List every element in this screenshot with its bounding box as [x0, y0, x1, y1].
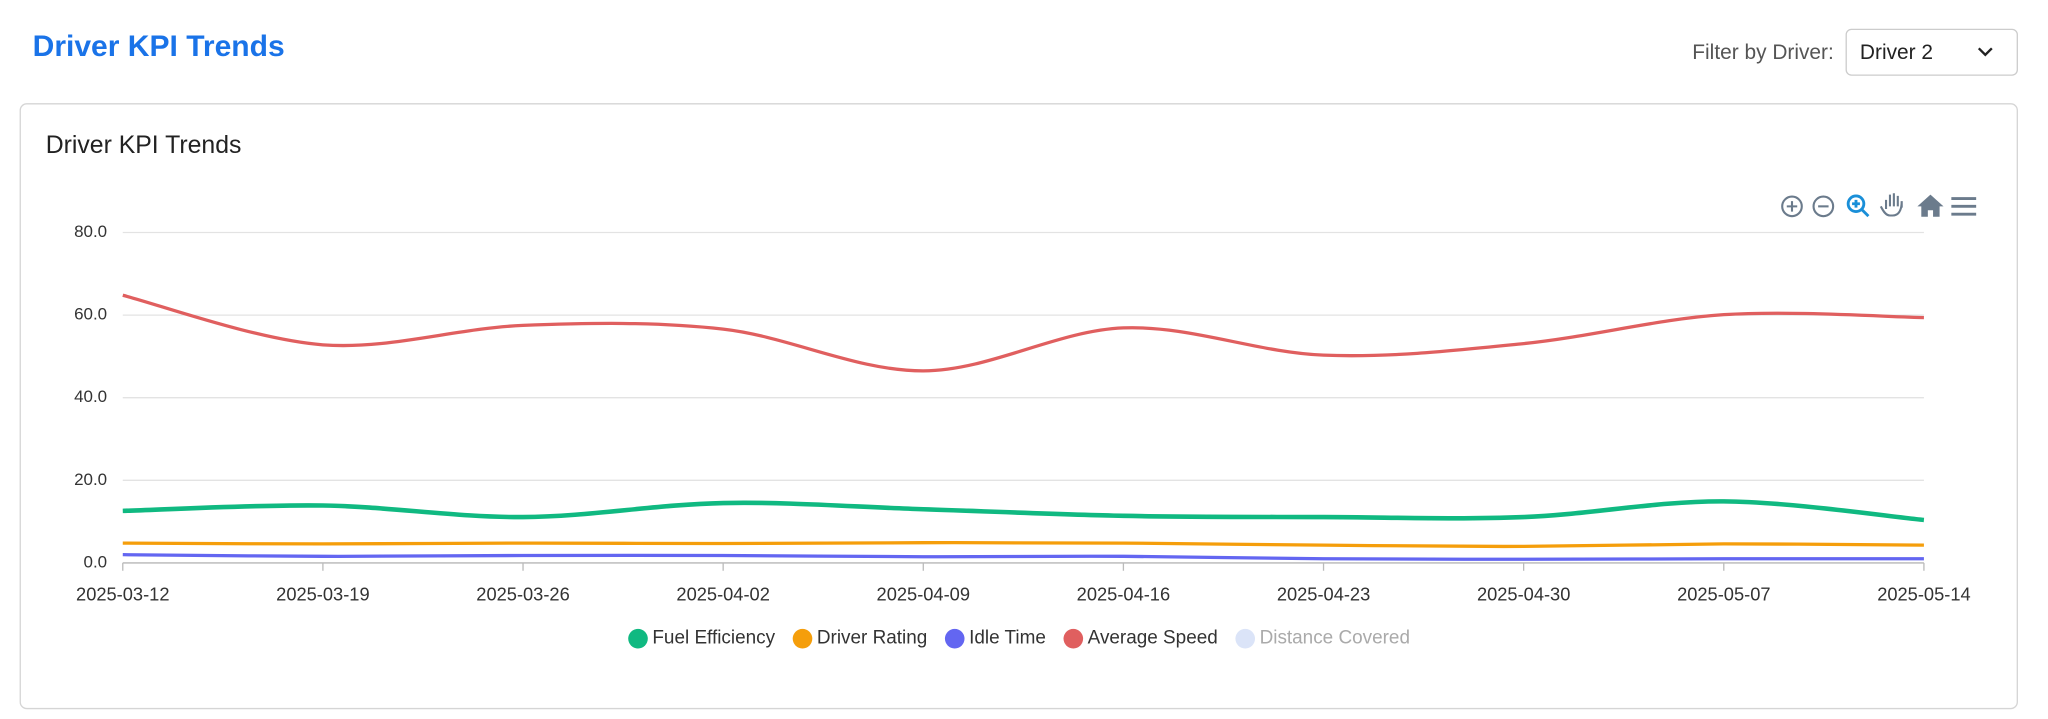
- legend-swatch: [944, 628, 965, 649]
- page-title: Driver KPI Trends: [33, 30, 285, 63]
- legend-item[interactable]: Distance Covered: [1235, 628, 1410, 649]
- chart-card: [19, 103, 2018, 710]
- reset-button[interactable]: [1917, 194, 1944, 217]
- legend-label: Driver Rating: [817, 628, 927, 649]
- select-value[interactable]: Driver 2: [1860, 41, 1933, 64]
- series-line: [122, 293, 1924, 373]
- legend-label: Idle Time: [969, 628, 1046, 649]
- y-tick-label: 20.0: [74, 470, 107, 489]
- legend-swatch: [628, 628, 648, 649]
- pan-button[interactable]: [1879, 193, 1903, 217]
- select-arrow: [1977, 47, 1993, 57]
- x-tick-label: 2025-03-26: [476, 583, 569, 604]
- x-tick-label: 2025-04-30: [1477, 583, 1570, 604]
- legend-item[interactable]: Idle Time: [944, 628, 1046, 649]
- series-line: [122, 553, 1924, 561]
- zoom-out-button[interactable]: [1812, 195, 1835, 218]
- driver-select[interactable]: Driver 2: [1845, 28, 2018, 76]
- y-tick-label: 80.0: [74, 222, 107, 241]
- x-tick-label: 2025-05-14: [1877, 583, 1970, 604]
- x-tick-label: 2025-04-09: [877, 583, 970, 604]
- legend-label: Fuel Efficiency: [652, 628, 775, 649]
- menu-button[interactable]: [1951, 197, 1977, 216]
- legend-item[interactable]: Fuel Efficiency: [628, 628, 776, 649]
- x-tick-label: 2025-03-12: [76, 583, 169, 604]
- x-tick-label: 2025-04-23: [1277, 583, 1370, 604]
- y-tick-label: 40.0: [74, 387, 107, 406]
- series-line: [122, 499, 1925, 523]
- select-box[interactable]: [1845, 28, 2018, 76]
- chart-title: Driver KPI Trends: [46, 132, 242, 159]
- legend-label: Average Speed: [1088, 628, 1218, 649]
- filter-label: Filter by Driver:: [1692, 41, 1834, 64]
- legend-swatch: [792, 628, 813, 649]
- x-tick-label: 2025-05-07: [1677, 583, 1770, 604]
- legend-item[interactable]: Driver Rating: [792, 628, 928, 649]
- zoom-in-button[interactable]: [1781, 195, 1803, 218]
- legend-label: Distance Covered: [1260, 628, 1410, 649]
- x-tick-label: 2025-04-02: [676, 583, 769, 604]
- y-tick-label: 0.0: [84, 552, 108, 571]
- selection-zoom-button[interactable]: [1846, 194, 1870, 218]
- legend-swatch: [1063, 628, 1084, 649]
- x-tick-label: 2025-04-16: [1077, 583, 1170, 604]
- x-tick-label: 2025-03-19: [276, 583, 369, 604]
- legend-swatch: [1235, 628, 1256, 649]
- y-tick-label: 60.0: [74, 305, 107, 324]
- legend-item[interactable]: Average Speed: [1063, 628, 1218, 649]
- chart-toolbar: [1781, 193, 1977, 218]
- legend: Fuel Efficiency Driver Rating Idle Time Ave…: [628, 628, 1410, 649]
- series-line: [122, 541, 1924, 549]
